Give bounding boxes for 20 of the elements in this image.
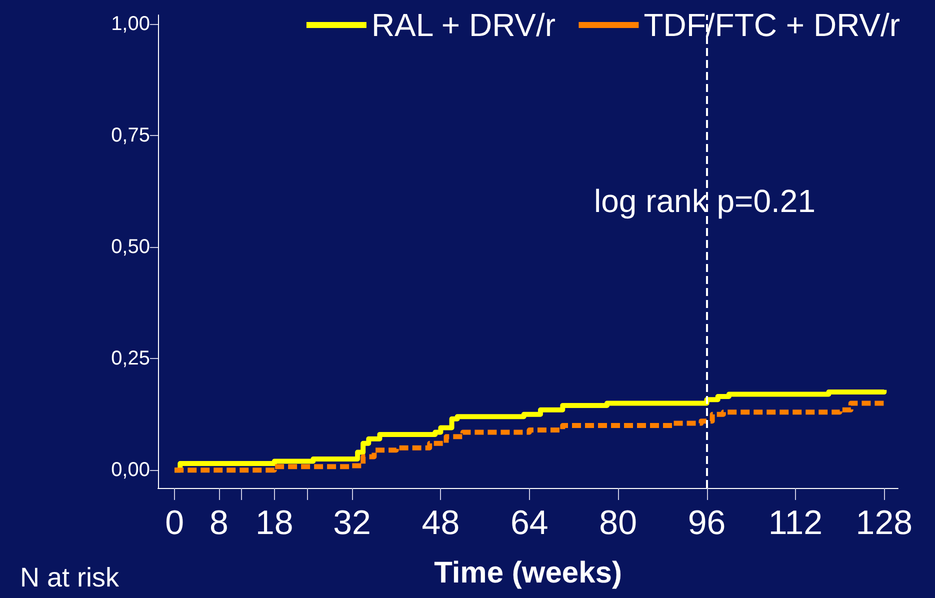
legend-label: TDF/FTC + DRV/r bbox=[644, 7, 900, 43]
x-tick-label: 64 bbox=[510, 504, 548, 542]
y-tick-label: 0,75 bbox=[111, 124, 150, 146]
y-tick-label: 0,25 bbox=[111, 348, 150, 370]
text: N at risk bbox=[20, 562, 120, 592]
annotation: log rank p=0.21 bbox=[594, 183, 816, 219]
x-axis-title: Time (weeks) bbox=[434, 556, 622, 590]
y-tick-label: 0,00 bbox=[111, 459, 150, 482]
x-tick-label: 48 bbox=[422, 504, 460, 542]
x-tick-label: 18 bbox=[255, 504, 294, 542]
y-tick-label: 0,50 bbox=[111, 236, 150, 258]
x-tick-label: 8 bbox=[210, 504, 228, 542]
legend-label: RAL + DRV/r bbox=[371, 7, 556, 43]
y-tick-label: 1,00 bbox=[111, 12, 150, 35]
x-tick-label: 80 bbox=[599, 504, 637, 542]
x-tick-label: 112 bbox=[768, 504, 823, 542]
x-tick-label: 128 bbox=[856, 504, 913, 542]
x-tick-label: 32 bbox=[333, 504, 371, 542]
x-tick-label: 96 bbox=[688, 504, 726, 542]
x-tick-label: 0 bbox=[165, 504, 184, 542]
